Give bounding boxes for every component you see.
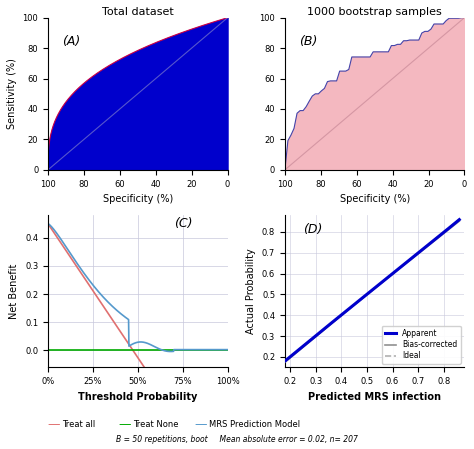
Text: (B): (B) <box>299 35 318 48</box>
Text: MRS Prediction Model: MRS Prediction Model <box>209 420 300 429</box>
Text: —: — <box>118 418 131 431</box>
Text: —: — <box>194 418 207 431</box>
Y-axis label: Sensitivity (%): Sensitivity (%) <box>7 58 17 129</box>
Text: —: — <box>47 418 60 431</box>
Text: B = 50 repetitions, boot     Mean absolute error = 0.02, n= 207: B = 50 repetitions, boot Mean absolute e… <box>116 435 358 444</box>
Text: (C): (C) <box>173 217 192 230</box>
Text: (A): (A) <box>63 35 81 48</box>
Legend: Apparent, Bias-corrected, Ideal: Apparent, Bias-corrected, Ideal <box>382 326 461 364</box>
Y-axis label: Net Benefit: Net Benefit <box>9 264 19 319</box>
Title: 1000 bootstrap samples: 1000 bootstrap samples <box>307 7 442 17</box>
Text: Treat None: Treat None <box>133 420 178 429</box>
X-axis label: Threshold Probability: Threshold Probability <box>78 392 198 402</box>
X-axis label: Specificity (%): Specificity (%) <box>339 194 410 204</box>
Text: Treat all: Treat all <box>62 420 95 429</box>
Text: (D): (D) <box>303 224 322 237</box>
Y-axis label: Actual Probability: Actual Probability <box>246 248 256 334</box>
X-axis label: Predicted MRS infection: Predicted MRS infection <box>308 392 441 402</box>
X-axis label: Specificity (%): Specificity (%) <box>103 194 173 204</box>
Title: Total dataset: Total dataset <box>102 7 173 17</box>
